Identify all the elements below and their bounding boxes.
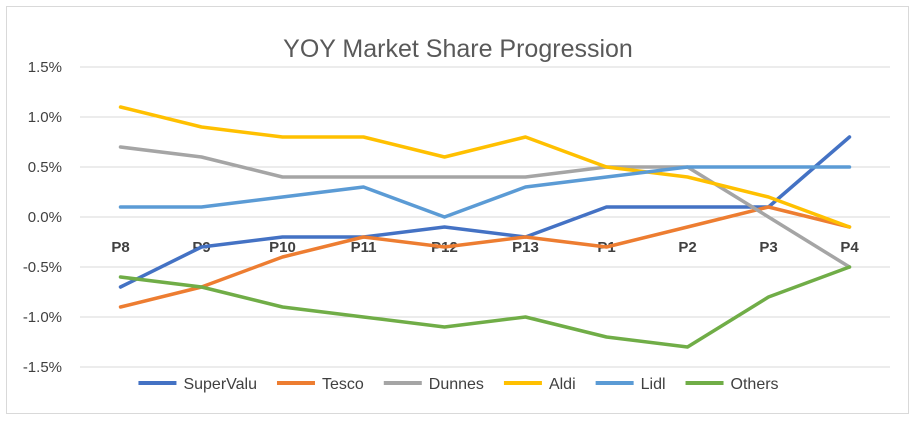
series-line-aldi bbox=[118, 105, 852, 229]
x-tick-label: P10 bbox=[269, 239, 296, 256]
x-tick-label: P3 bbox=[759, 239, 777, 256]
gridlines bbox=[80, 66, 890, 368]
legend-label-others: Others bbox=[731, 376, 779, 393]
series-line-supervalu bbox=[118, 135, 852, 289]
x-tick-label: P2 bbox=[678, 239, 696, 256]
legend-label-supervalu: SuperValu bbox=[183, 376, 257, 393]
legend-label-lidl: Lidl bbox=[641, 376, 666, 393]
y-tick-label: 0.0% bbox=[28, 209, 62, 226]
legend-label-tesco: Tesco bbox=[322, 376, 364, 393]
x-tick-label: P4 bbox=[840, 239, 859, 256]
series-line-dunnes bbox=[118, 145, 852, 269]
legend-label-dunnes: Dunnes bbox=[429, 376, 484, 393]
legend: SuperValu Tesco Dunnes Aldi Lidl Others bbox=[138, 376, 779, 393]
chart-title: YOY Market Share Progression bbox=[283, 35, 633, 63]
x-tick-label: P8 bbox=[111, 239, 129, 256]
y-tick-label: -1.5% bbox=[23, 359, 62, 376]
y-tick-label: 0.5% bbox=[28, 159, 62, 176]
x-axis-ticks: P8 P9 P10 P11 P12 P13 P1 P2 P3 P4 bbox=[111, 239, 859, 256]
y-tick-label: 1.0% bbox=[28, 109, 62, 126]
series-line-tesco bbox=[118, 205, 852, 309]
y-tick-label: 1.5% bbox=[28, 59, 62, 76]
y-axis-ticks: 1.5% 1.0% 0.5% 0.0% -0.5% -1.0% -1.5% bbox=[23, 59, 62, 376]
x-tick-label: P11 bbox=[351, 239, 377, 256]
y-tick-label: -1.0% bbox=[23, 309, 62, 326]
legend-label-aldi: Aldi bbox=[549, 376, 576, 393]
series-line-lidl bbox=[118, 165, 852, 219]
series-line-others bbox=[118, 265, 852, 349]
series-lines bbox=[118, 105, 852, 349]
x-tick-label: P13 bbox=[512, 239, 539, 256]
y-tick-label: -0.5% bbox=[23, 259, 62, 276]
